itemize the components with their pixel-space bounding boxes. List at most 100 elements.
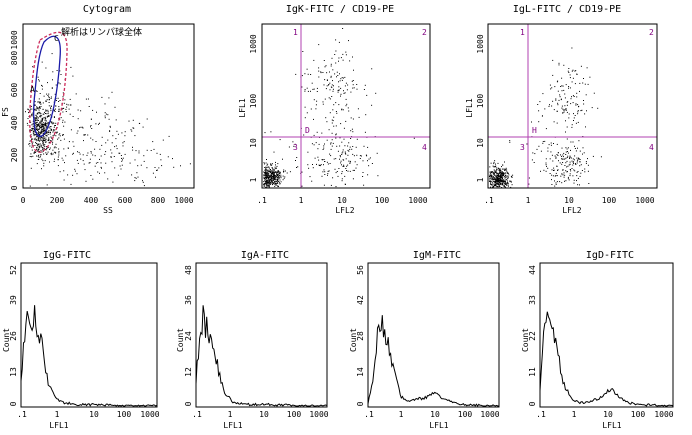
event-dot (310, 90, 311, 92)
event-dot (495, 182, 497, 184)
event-dot (495, 184, 497, 186)
event-dot (85, 98, 87, 100)
event-dot (273, 170, 275, 172)
event-dot (32, 141, 34, 143)
event-dot (321, 132, 323, 134)
event-dot (504, 161, 505, 163)
event-dot (33, 131, 35, 133)
event-dot (130, 129, 132, 131)
event-dot (357, 108, 359, 110)
igk-panel-title: IgK-FITC / CD19-PE (286, 4, 394, 15)
event-dot (83, 134, 85, 136)
event-dot (41, 158, 43, 160)
event-dot (83, 140, 84, 142)
event-dot (545, 162, 547, 164)
event-dot (69, 98, 71, 100)
event-dot (577, 111, 579, 113)
event-dot (87, 152, 89, 154)
event-dot (495, 166, 496, 168)
event-dot (53, 122, 55, 124)
event-dot (79, 127, 80, 129)
event-dot (326, 85, 328, 87)
event-dot (271, 167, 273, 169)
event-dot (30, 167, 32, 169)
event-dot (511, 177, 513, 178)
event-dot (570, 170, 572, 172)
event-dot (30, 105, 32, 107)
event-dot (36, 106, 38, 108)
event-dot (555, 157, 557, 159)
event-dot (377, 175, 379, 177)
event-dot (92, 154, 94, 156)
event-dot (587, 83, 589, 85)
event-dot (277, 174, 279, 176)
event-dot (498, 179, 499, 181)
event-dot (47, 147, 49, 148)
event-dot (341, 79, 343, 81)
event-dot (270, 163, 272, 165)
event-dot (493, 172, 495, 174)
event-dot (43, 113, 45, 115)
event-dot (553, 121, 555, 123)
event-dot (346, 89, 348, 91)
event-dot (497, 180, 499, 182)
event-dot (47, 112, 49, 114)
event-dot (550, 144, 552, 146)
event-dot (566, 148, 568, 150)
event-dot (37, 129, 38, 131)
event-dot (578, 157, 579, 159)
event-dot (555, 175, 557, 177)
event-dot (269, 181, 271, 183)
event-dot (110, 149, 112, 151)
event-dot (37, 150, 39, 152)
igk-frame (261, 23, 431, 189)
event-dot (494, 183, 496, 185)
igm-x-tick-100: 100 (458, 410, 473, 419)
event-dot (592, 155, 594, 157)
event-dot (274, 177, 276, 179)
event-dot (338, 89, 340, 91)
event-dot (331, 57, 333, 59)
event-dot (43, 153, 45, 155)
event-dot (268, 170, 270, 172)
event-dot (495, 178, 497, 180)
event-dot (158, 167, 160, 169)
event-dot (567, 165, 569, 167)
event-dot (341, 180, 343, 182)
event-dot (48, 137, 49, 139)
event-dot (48, 102, 50, 103)
event-dot (350, 138, 352, 139)
event-dot (267, 182, 269, 184)
event-dot (577, 171, 579, 172)
event-dot (545, 164, 547, 166)
event-dot (90, 175, 92, 176)
event-dot (47, 122, 49, 124)
event-dot (362, 172, 364, 173)
event-dot (490, 162, 492, 164)
event-dot (51, 154, 53, 156)
event-dot (29, 185, 31, 187)
event-dot (80, 158, 82, 160)
event-dot (267, 166, 269, 168)
event-dot (44, 111, 45, 113)
event-dot (59, 70, 61, 72)
event-dot (542, 141, 544, 142)
event-dot (34, 119, 36, 121)
event-dot (552, 175, 554, 177)
event-dot (270, 178, 272, 180)
event-dot (340, 123, 342, 125)
event-dot (494, 160, 496, 162)
event-dot (50, 132, 51, 133)
event-dot (575, 103, 577, 105)
event-dot (336, 76, 337, 78)
event-dot (116, 130, 118, 132)
event-dot (57, 159, 59, 160)
event-dot (341, 141, 343, 143)
event-dot (47, 133, 49, 135)
event-dot (582, 82, 584, 84)
igg-x-tick-100: 100 (117, 410, 132, 419)
event-dot (500, 180, 502, 182)
event-dot (39, 140, 41, 142)
event-dot (39, 102, 41, 104)
event-dot (537, 104, 539, 105)
